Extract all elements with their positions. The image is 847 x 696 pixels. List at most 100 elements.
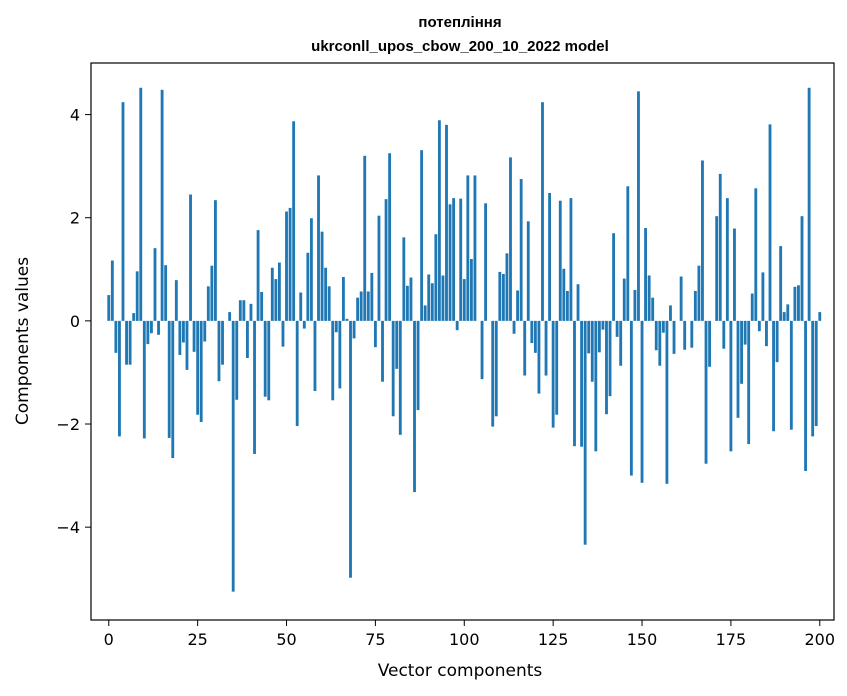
bar-103 [473, 175, 477, 321]
x-axis-label: Vector components [378, 661, 543, 681]
bar-25 [196, 320, 200, 415]
bar-198 [811, 320, 815, 437]
bar-29 [210, 265, 214, 321]
bar-135 [587, 320, 591, 354]
bar-137 [594, 320, 598, 452]
bar-0 [107, 295, 111, 321]
bar-73 [366, 291, 370, 321]
bar-85 [409, 277, 413, 321]
bar-32 [221, 320, 224, 365]
bar-119 [530, 320, 534, 344]
bar-159 [672, 320, 676, 354]
bar-121 [537, 320, 541, 394]
bar-108 [491, 320, 495, 427]
bar-188 [775, 320, 779, 363]
bar-182 [754, 188, 758, 321]
bar-46 [270, 267, 274, 321]
bar-144 [619, 320, 623, 366]
bar-190 [782, 312, 786, 321]
bar-122 [541, 102, 544, 321]
bar-133 [580, 320, 584, 447]
bar-115 [516, 290, 520, 321]
bar-91 [430, 283, 434, 321]
bar-145 [622, 278, 626, 321]
bar-178 [740, 320, 743, 384]
bar-94 [441, 275, 445, 321]
bar-117 [523, 320, 527, 376]
bar-197 [807, 87, 811, 321]
bar-52 [292, 121, 296, 321]
bar-99 [459, 198, 463, 321]
bar-161 [679, 276, 683, 321]
bar-28 [206, 286, 210, 321]
bar-71 [359, 291, 363, 321]
bar-79 [388, 153, 392, 321]
bar-157 [665, 320, 669, 484]
bar-113 [509, 157, 512, 321]
bar-165 [693, 290, 697, 321]
bar-30 [214, 200, 217, 321]
y-axis-ticks: −4 −2 0 2 4 [56, 106, 91, 537]
bar-105 [480, 320, 484, 380]
bar-88 [420, 150, 424, 321]
bar-169 [708, 320, 711, 367]
bar-101 [466, 175, 470, 321]
bar-45 [267, 320, 271, 401]
bar-9 [139, 87, 143, 321]
y-axis-label: Components values [13, 257, 33, 425]
bar-19 [174, 280, 178, 321]
bar-150 [640, 320, 644, 483]
bar-61 [324, 267, 328, 321]
bar-143 [615, 320, 619, 337]
bar-35 [231, 320, 235, 592]
bar-141 [608, 320, 612, 397]
bar-87 [416, 320, 420, 411]
bar-12 [150, 320, 153, 334]
bar-111 [501, 273, 505, 321]
bar-15 [160, 89, 164, 321]
bar-132 [576, 284, 580, 321]
bar-200 [818, 312, 822, 321]
bar-42 [256, 230, 260, 321]
bar-55 [302, 320, 306, 329]
bar-148 [633, 289, 637, 321]
bar-146 [626, 186, 630, 321]
bar-183 [757, 320, 761, 332]
bar-127 [558, 200, 562, 321]
bar-155 [658, 320, 662, 366]
bar-16 [164, 265, 168, 321]
bar-191 [786, 304, 790, 321]
x-tick-label: 25 [187, 630, 207, 649]
bar-11 [146, 320, 150, 345]
bar-58 [313, 320, 317, 392]
bar-98 [455, 320, 459, 331]
bar-77 [381, 320, 384, 382]
bar-60 [320, 231, 324, 321]
bar-112 [505, 253, 509, 321]
bar-158 [669, 305, 672, 321]
bar-63 [331, 320, 335, 401]
bar-175 [729, 320, 733, 452]
bar-162 [683, 320, 687, 350]
bar-125 [551, 320, 555, 428]
bar-174 [725, 198, 729, 321]
bar-10 [142, 320, 146, 439]
bar-90 [427, 274, 431, 321]
bar-93 [437, 120, 441, 321]
x-tick-label: 175 [716, 630, 747, 649]
bar-186 [768, 124, 772, 321]
bar-118 [526, 221, 530, 321]
bar-6 [128, 320, 132, 365]
bar-128 [562, 268, 566, 321]
bar-26 [199, 320, 203, 422]
bar-187 [772, 320, 775, 432]
bar-156 [661, 320, 665, 333]
bar-20 [178, 320, 182, 355]
bar-180 [747, 320, 751, 445]
bar-152 [647, 275, 651, 321]
chart-subtitle: ukrconll_upos_cbow_200_10_2022 model [311, 38, 609, 55]
bar-199 [814, 320, 818, 427]
bar-173 [722, 320, 726, 349]
bar-106 [484, 203, 488, 321]
bar-176 [733, 228, 736, 321]
